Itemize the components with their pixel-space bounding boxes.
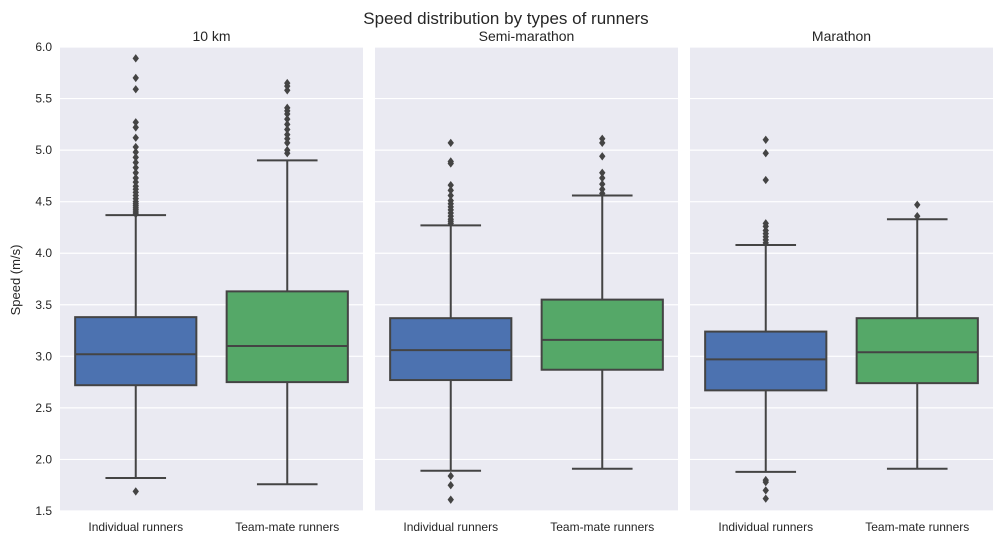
outlier-point xyxy=(132,85,139,94)
y-tick-label: 3.5 xyxy=(35,298,52,312)
outlier-point xyxy=(914,211,921,221)
outlier-point xyxy=(132,54,139,63)
iqr-box xyxy=(389,317,513,382)
y-tick-label: 6.0 xyxy=(35,40,52,54)
outlier-point xyxy=(284,78,291,88)
outlier-point xyxy=(599,185,606,194)
outlier-point xyxy=(447,191,454,200)
iqr-box xyxy=(540,298,664,371)
outlier-point xyxy=(284,115,291,124)
iqr-box xyxy=(704,330,828,392)
outlier-point xyxy=(599,168,606,177)
chart-title: Speed distribution by types of runners xyxy=(363,9,648,28)
outlier-point xyxy=(762,486,769,495)
box-individual: Individual runners xyxy=(389,138,513,534)
panel-title: Marathon xyxy=(812,28,871,44)
outlier-point xyxy=(132,168,139,177)
x-tick-label: Team-mate runners xyxy=(550,520,654,534)
iqr-box xyxy=(225,290,349,384)
y-tick-label: 2.5 xyxy=(35,401,52,415)
outlier-point xyxy=(132,142,139,152)
outlier-point xyxy=(447,186,454,195)
y-tick-label: 3.0 xyxy=(35,349,52,363)
outlier-point xyxy=(284,125,291,134)
outlier-point xyxy=(132,123,139,132)
outlier-point xyxy=(762,135,769,144)
y-tick-label: 2.0 xyxy=(35,452,52,466)
x-tick-label: Individual runners xyxy=(403,520,498,534)
outlier-point xyxy=(599,134,606,143)
outlier-point xyxy=(132,173,139,183)
box-individual: Individual runners xyxy=(74,54,198,534)
panel-0: 1.5 2.0 2.5 3.0 3.5 4.0 4.5 5.0 5.5 6.0 10 km Indiv… xyxy=(35,28,363,534)
panel-2: Marathon Individual runners Team-mate runn… xyxy=(690,28,993,534)
outlier-point xyxy=(599,179,606,189)
outlier-point xyxy=(132,158,139,167)
outlier-point xyxy=(447,495,454,504)
box-teammate: Team-mate runners xyxy=(540,134,664,534)
panel-1: Semi-marathon Individual runners Team-mate… xyxy=(375,28,678,534)
outlier-point xyxy=(762,219,769,228)
outlier-point xyxy=(447,138,454,148)
panel-background xyxy=(60,47,363,511)
x-tick-label: Team-mate runners xyxy=(865,520,969,534)
outlier-point xyxy=(762,149,769,158)
x-tick-label: Team-mate runners xyxy=(235,520,339,534)
x-tick-label: Individual runners xyxy=(718,520,813,534)
outlier-point xyxy=(762,475,769,485)
box-teammate: Team-mate runners xyxy=(855,200,979,534)
outlier-point xyxy=(132,118,139,127)
outlier-point xyxy=(762,175,769,185)
iqr-box xyxy=(74,316,198,387)
outlier-point xyxy=(284,103,291,112)
panels: 1.5 2.0 2.5 3.0 3.5 4.0 4.5 5.0 5.5 6.0 10 km Indiv… xyxy=(35,28,993,534)
y-tick-label: 1.5 xyxy=(35,504,52,518)
panel-background xyxy=(375,47,678,511)
panel-title: 10 km xyxy=(192,28,230,44)
outlier-point xyxy=(284,120,291,129)
y-tick-label: 4.0 xyxy=(35,246,52,260)
outlier-point xyxy=(447,181,454,190)
outlier-point xyxy=(599,152,606,161)
outlier-point xyxy=(914,200,921,209)
y-tick-label: 5.5 xyxy=(35,92,52,106)
outlier-point xyxy=(132,487,139,496)
x-tick-label: Individual runners xyxy=(88,520,183,534)
y-axis-label: Speed (m/s) xyxy=(8,245,23,316)
panel-background xyxy=(690,47,993,511)
box-teammate: Team-mate runners xyxy=(225,78,349,534)
iqr-box xyxy=(855,317,979,385)
outlier-point xyxy=(447,157,454,166)
box-individual: Individual runners xyxy=(704,135,828,534)
outlier-point xyxy=(132,153,139,162)
outlier-point xyxy=(447,471,454,481)
outlier-point xyxy=(132,73,139,83)
outlier-point xyxy=(284,145,291,155)
outlier-point xyxy=(762,494,769,503)
y-tick-label: 5.0 xyxy=(35,143,52,157)
outlier-point xyxy=(132,163,139,172)
outlier-point xyxy=(132,133,139,142)
outlier-point xyxy=(447,481,454,490)
outlier-point xyxy=(447,196,454,205)
outlier-point xyxy=(284,130,291,139)
panel-title: Semi-marathon xyxy=(479,28,575,44)
y-tick-label: 4.5 xyxy=(35,195,52,209)
outlier-point xyxy=(132,148,139,157)
outlier-point xyxy=(599,173,606,183)
